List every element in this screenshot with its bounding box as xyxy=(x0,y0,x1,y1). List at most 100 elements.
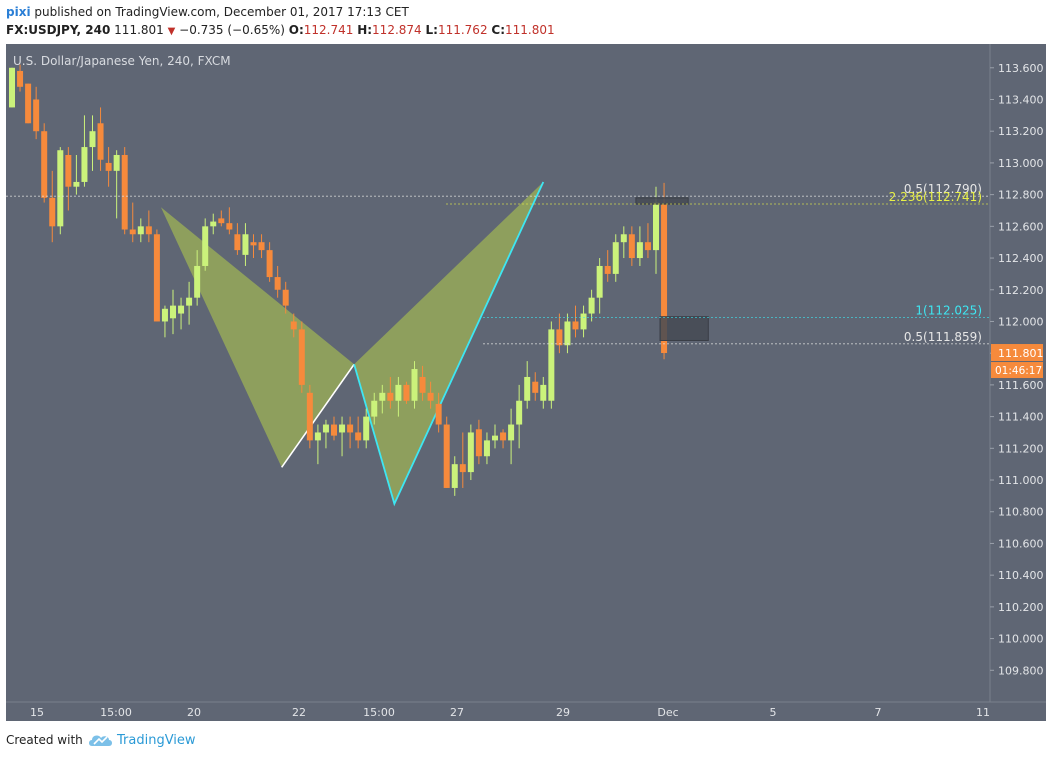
candle-body xyxy=(89,131,96,148)
candle-body xyxy=(483,440,490,457)
candle-body xyxy=(202,226,209,266)
candle-body xyxy=(25,83,32,124)
time-tick-label: 11 xyxy=(976,706,990,719)
candle-body xyxy=(475,429,482,457)
candle-body xyxy=(443,424,450,488)
price-tick-label: 110.800 xyxy=(998,506,1044,519)
candle-body xyxy=(33,99,40,132)
candle-body xyxy=(371,400,378,417)
chart-title: U.S. Dollar/Japanese Yen, 240, FXCM xyxy=(13,54,231,68)
tradingview-cloud-icon[interactable] xyxy=(88,732,114,748)
candle-body xyxy=(121,154,128,230)
candle-body xyxy=(73,181,80,187)
candle-body xyxy=(129,229,136,235)
pattern-triangle-bcd xyxy=(354,181,544,504)
fib-level-label: 1(112.025) xyxy=(915,304,982,318)
created-with-text: Created with xyxy=(6,733,83,747)
candle-body xyxy=(186,297,193,306)
candle-body xyxy=(580,313,587,330)
candle-body xyxy=(653,202,659,251)
author-link[interactable]: pixi xyxy=(6,5,31,19)
high-value: 112.874 xyxy=(372,23,422,37)
candle-body xyxy=(234,234,241,251)
price-tick-label: 110.200 xyxy=(998,601,1044,614)
candle-body xyxy=(226,223,233,230)
time-tick-label: 27 xyxy=(450,706,464,719)
harmonic-pattern[interactable] xyxy=(160,181,545,507)
candle-body xyxy=(105,162,112,171)
price-tick-label: 112.800 xyxy=(998,189,1044,202)
price-tick-label: 112.400 xyxy=(998,252,1044,265)
footer: Created with TradingView xyxy=(0,724,1049,758)
fib-level-label: 0.5(112.790) xyxy=(904,182,982,196)
candle-body xyxy=(500,432,507,441)
tradingview-link[interactable]: TradingView xyxy=(117,733,196,748)
pattern-triangle-xab xyxy=(160,207,355,468)
candle-body xyxy=(242,234,249,255)
candle-body xyxy=(65,154,72,187)
candle-body xyxy=(556,329,563,346)
candle-body xyxy=(572,321,579,330)
candle-body xyxy=(178,305,185,314)
candle-body xyxy=(508,424,515,441)
candle-body xyxy=(564,321,571,346)
price-tick-label: 113.000 xyxy=(998,157,1044,170)
candle-body xyxy=(137,226,144,235)
zone-box xyxy=(635,197,689,205)
chart-header: pixi published on TradingView.com, Decem… xyxy=(0,0,1049,44)
candle-body xyxy=(161,308,168,322)
candle-body xyxy=(532,381,539,393)
time-tick-label: 15:00 xyxy=(363,706,395,719)
price-tick-label: 113.400 xyxy=(998,93,1044,106)
candle-body xyxy=(81,147,88,182)
candle-body xyxy=(274,277,281,290)
price-tick-label: 113.600 xyxy=(998,62,1044,75)
candle-body xyxy=(17,70,24,87)
candle-body xyxy=(427,392,434,401)
candle-body xyxy=(612,242,619,274)
candle-body xyxy=(620,234,627,243)
candle-body xyxy=(492,435,498,441)
low-value: 111.762 xyxy=(437,23,488,37)
candle-body xyxy=(347,424,354,433)
candle-body xyxy=(331,424,337,436)
price-tick-label: 110.400 xyxy=(998,569,1044,582)
last-price-tag-label: 111.801 xyxy=(998,347,1044,360)
candle-body xyxy=(516,400,523,425)
time-tick-label: 22 xyxy=(292,706,306,719)
candle-body xyxy=(41,131,48,198)
price-change: −0.735 (−0.65%) xyxy=(179,23,285,37)
candle-body xyxy=(194,265,201,298)
countdown-tag-label: 01:46:17 xyxy=(995,365,1042,377)
pattern-leg-ab xyxy=(281,363,355,468)
candle-body xyxy=(459,464,466,473)
time-axis[interactable] xyxy=(6,702,1046,721)
price-axis-labels: 113.600 113.400 113.200 113.000 112.800 112.6… xyxy=(990,62,1044,677)
overlays[interactable]: 0.5(112.790)2.236(112.741) 1(112.025) 0.5(… xyxy=(6,182,990,345)
zone-box xyxy=(659,316,709,341)
price-chart[interactable]: 0.5(112.790)2.236(112.741) 1(112.025) 0.5(… xyxy=(6,44,1046,721)
countdown-tag xyxy=(991,362,1043,379)
candle-body xyxy=(170,305,176,319)
candle-body xyxy=(339,424,346,433)
price-tick-label: 109.800 xyxy=(998,664,1044,677)
close-value: 111.801 xyxy=(505,23,555,37)
ohlc-line: FX:USDJPY, 240 111.801 ▼ −0.735 (−0.65%)… xyxy=(6,23,555,37)
time-tick-label: 29 xyxy=(556,706,570,719)
candle-body xyxy=(290,321,297,330)
down-arrow-icon: ▼ xyxy=(167,26,176,37)
candle-body xyxy=(596,265,603,298)
time-tick-label: 15 xyxy=(30,706,44,719)
price-tick-label: 112.600 xyxy=(998,220,1044,233)
candle-body xyxy=(258,242,265,251)
fib-level-label: 0.5(111.859) xyxy=(904,330,982,344)
chart-area[interactable]: 0.5(112.790) 2.236(112.741) 1(112.025) 0.5(… xyxy=(6,44,1046,721)
candle-body xyxy=(451,464,458,488)
candle-body xyxy=(628,234,635,259)
price-tick-label: 110.600 xyxy=(998,537,1044,550)
candle-body xyxy=(363,416,370,441)
candle-body xyxy=(387,392,394,401)
last-price: 111.801 xyxy=(114,23,164,37)
candle-body xyxy=(306,392,313,441)
open-value: 112.741 xyxy=(303,23,354,37)
